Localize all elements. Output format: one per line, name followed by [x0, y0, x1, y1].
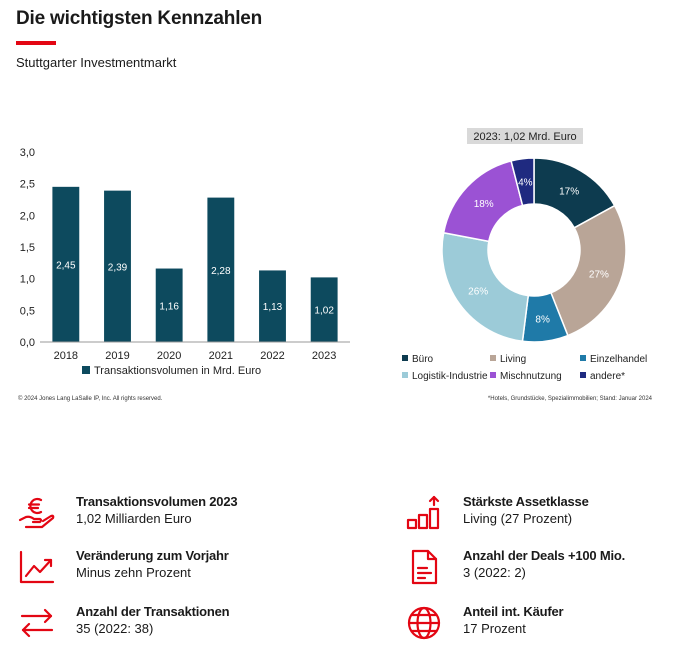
copyright-note: © 2024 Jones Lang LaSalle IP, Inc. All r… — [18, 396, 163, 402]
bar-data-label: 2,39 — [108, 262, 128, 273]
x-tick-label: 2021 — [209, 350, 233, 362]
donut-title-background — [467, 128, 583, 144]
x-tick-label: 2019 — [105, 350, 129, 362]
legend-label: Living — [500, 354, 526, 365]
y-tick-label: 2,5 — [20, 179, 35, 191]
bar — [104, 190, 131, 342]
kpi-label: Transaktionsvolumen 2023 — [76, 494, 238, 509]
legend-label: andere* — [590, 371, 625, 382]
bar-data-label: 1,02 — [314, 306, 334, 317]
bar-chart: 0,0 0,5 1,0 1,5 2,0 2,5 3,0 2,45 2,39 1,16 2,28 1,… — [20, 147, 350, 377]
document-icon — [411, 549, 438, 585]
kpi-value: Minus zehn Prozent — [76, 565, 191, 580]
legend-swatch — [402, 372, 408, 378]
legend-swatch — [402, 355, 408, 361]
kpi-deals-over-100m: Anzahl der Deals +100 Mio. 3 (2022: 2) — [405, 548, 625, 586]
donut-slice-label: 17% — [559, 187, 579, 198]
kpi-label: Stärkste Assetklasse — [463, 494, 589, 509]
donut-slice — [549, 204, 627, 337]
page-subtitle: Stuttgarter Investmentmarkt — [16, 55, 177, 70]
bar — [207, 197, 235, 342]
legend-label: Einzelhandel — [590, 354, 647, 365]
exchange-arrows-icon — [20, 608, 54, 638]
x-tick-label: 2018 — [54, 350, 78, 362]
donut-slice — [441, 231, 530, 343]
kpi-value: 17 Prozent — [463, 621, 526, 636]
trend-chart-icon — [19, 550, 55, 584]
footnote: *Hotels, Grundstücke, Spezialimmobilien;… — [487, 396, 652, 402]
y-tick-label: 1,0 — [20, 274, 35, 286]
donut-chart-slices: 17% 27% 8% 26% 18% 4% — [441, 157, 627, 343]
kpi-label: Anteil int. Käufer — [463, 604, 564, 619]
bar-chart-x-axis: 2018 2019 2020 2021 2022 2023 — [40, 341, 350, 362]
bar — [310, 277, 338, 342]
donut-slice-label: 4% — [518, 178, 533, 189]
bar — [259, 270, 286, 342]
legend-swatch — [580, 372, 586, 378]
legend-swatch — [490, 355, 496, 361]
bar — [155, 268, 183, 342]
globe-icon — [407, 606, 441, 640]
y-tick-label: 1,5 — [20, 242, 35, 254]
y-tick-label: 0,5 — [20, 305, 35, 317]
legend-swatch — [490, 372, 496, 378]
kpi-value: 1,02 Milliarden Euro — [76, 511, 192, 526]
legend-label: Logistik-Industrie — [412, 371, 488, 382]
donut-slice-label: 26% — [468, 287, 488, 298]
kpi-label: Anzahl der Transaktionen — [76, 604, 230, 619]
donut-slice-label: 18% — [474, 199, 494, 210]
donut-chart: 2023: 1,02 Mrd. Euro 17% 27% 8% 26% 18% 4% Bü… — [402, 128, 647, 382]
legend-label: Mischnutzung — [500, 371, 562, 382]
bar — [52, 186, 80, 342]
legend-label: Büro — [412, 354, 434, 365]
donut-chart-title-group: 2023: 1,02 Mrd. Euro — [467, 128, 583, 144]
kpi-value: 35 (2022: 38) — [76, 621, 154, 636]
y-tick-label: 0,0 — [20, 337, 35, 349]
bar-data-label: 2,45 — [56, 260, 76, 271]
donut-slice — [510, 157, 535, 207]
legend-swatch — [82, 366, 90, 374]
bar-growth-icon — [406, 495, 440, 530]
kpi-transaction-count: Anzahl der Transaktionen 35 (2022: 38) — [18, 604, 230, 642]
kpi-label: Veränderung zum Vorjahr — [76, 548, 229, 563]
x-tick-label: 2022 — [260, 350, 284, 362]
bar-chart-legend: Transaktionsvolumen in Mrd. Euro — [82, 365, 261, 377]
legend-swatch — [580, 355, 586, 361]
kpi-label: Anzahl der Deals +100 Mio. — [463, 548, 626, 563]
y-tick-label: 2,0 — [20, 210, 35, 222]
donut-slice-label: 27% — [589, 269, 609, 280]
donut-chart-legend: Büro Living Einzelhandel Logistik-Industrie… — [402, 354, 647, 382]
kpi-transaction-volume: Transaktionsvolumen 2023 1,02 Milliarden… — [18, 494, 238, 532]
bar-chart-bars: 2,45 2,39 1,16 2,28 1,13 1,02 — [52, 186, 338, 342]
kpi-international-buyers: Anteil int. Käufer 17 Prozent — [405, 604, 564, 642]
legend-label: Transaktionsvolumen in Mrd. Euro — [94, 365, 261, 377]
kpi-strongest-asset-class: Stärkste Assetklasse Living (27 Prozent) — [405, 494, 589, 532]
kpi-value: 3 (2022: 2) — [463, 565, 526, 580]
x-tick-label: 2023 — [312, 350, 336, 362]
bar-chart-y-axis: 0,0 0,5 1,0 1,5 2,0 2,5 3,0 — [20, 147, 35, 349]
kpi-change-previous-year: Veränderung zum Vorjahr Minus zehn Proze… — [18, 548, 229, 586]
donut-title: 2023: 1,02 Mrd. Euro — [473, 131, 576, 143]
bar-data-label: 1,13 — [263, 302, 283, 313]
bar-data-label: 1,16 — [159, 301, 179, 312]
y-tick-label: 3,0 — [20, 147, 35, 159]
donut-slice-label: 8% — [535, 314, 550, 325]
page-title: Die wichtigsten Kennzahlen — [16, 8, 263, 29]
kpi-value: Living (27 Prozent) — [463, 511, 573, 526]
bar-data-label: 2,28 — [211, 266, 231, 277]
title-accent-bar — [16, 41, 56, 45]
euro-hand-icon — [18, 497, 55, 529]
x-tick-label: 2020 — [157, 350, 181, 362]
